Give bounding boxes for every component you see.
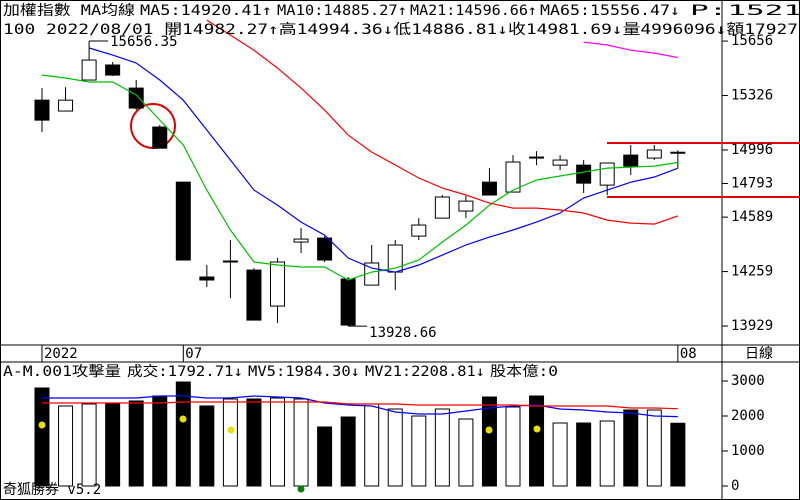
volume-bar [199,405,215,487]
info-text: 股本億:0 [490,364,558,380]
candle-body [576,164,592,184]
volume-bar [270,397,285,487]
candle-body [411,224,427,237]
candle-body [293,238,309,243]
candle-body [481,181,497,196]
y-tick-label: 0 [731,478,739,494]
signal-dot [227,426,235,434]
volume-bar [458,418,474,487]
candle-body [34,99,50,121]
y-tick-label: 14259 [731,264,773,280]
volume-bar [576,422,592,487]
legend-entry: 成交:1792.71↓ [127,363,243,380]
legend-entry: MA21:14596.66↑ [410,3,537,19]
volume-bar [175,381,191,487]
candle-body [222,260,238,263]
footer: 奇狐勝券 v5.2 [3,481,101,498]
ma-line [583,41,679,59]
candle-body [105,64,121,76]
ma-line [42,401,678,410]
x-tick-label: 08 [680,346,697,362]
volume-bar [105,403,121,487]
volume-bar [293,398,309,487]
candle-body [434,196,450,219]
volume-bar [670,422,686,487]
volume-bar [34,387,50,487]
volume-bar [387,408,403,487]
candle-body [599,162,615,186]
volume-bar [128,400,144,487]
volume-bar [317,426,333,487]
legend-entry: MA5:14920.41↑ [140,3,272,19]
candle-body [175,181,191,261]
y-tick-label: 13929 [731,318,773,334]
candle-body [152,126,168,149]
candle-body [552,159,568,166]
y-tick-label: 1000 [731,443,765,459]
annotation: 15656.35 [110,34,177,50]
volume-bar [152,395,168,487]
signal-dot [297,485,305,493]
volume-bar [364,403,380,487]
y-tick-label: 14589 [731,209,773,225]
volume-bar [599,420,615,487]
candle-body [246,269,262,321]
candle-body [670,151,686,154]
volume-bar [434,408,450,487]
legend-entry: MV5:1984.30↓ [248,364,360,380]
annotation: 13928.66 [369,325,436,341]
candle-body [128,87,144,109]
candle-body [58,99,74,112]
ma-line [42,395,678,418]
candle-body [81,59,97,81]
signal-dot [485,426,493,434]
chart-subtitle: 100 2022/08/01 開14982.27↑高14994.36↓低1488… [3,21,798,38]
volume-bar [529,395,545,487]
candle-body [458,200,474,212]
x-tick-label: 07 [185,346,202,362]
volume-bar [81,403,97,487]
signal-dot [38,421,46,429]
candle-body [270,261,285,307]
volume-bar [58,405,74,487]
y-tick-label: 3000 [731,373,765,389]
chart-title: 加權指數 MA均線 [3,3,135,19]
volume-bar [646,409,662,487]
x-tick-label: 2022 [44,346,78,362]
x-axis-label: 日線 [745,346,773,362]
legend-entry: MA65:15556.47↓ [540,3,680,19]
candle-body [340,278,356,326]
volume-bar [411,415,427,487]
signal-dot [533,425,541,433]
y-tick-label: 14793 [731,175,773,191]
signal-dots [38,415,541,493]
y-tick-label: 15656 [731,33,773,49]
candle-body [505,161,521,193]
y-tick-label: 2000 [731,408,765,424]
volume-bar [222,398,238,487]
volume-bar [481,396,497,487]
y-tick-label: 15326 [731,88,773,104]
volume-bar [246,398,262,487]
candle-body [623,154,639,167]
info-text: P:1521 [690,3,800,19]
candle-body [317,237,333,261]
y-tick-label: 14996 [731,142,773,158]
volume-bar [552,422,568,487]
candle-body [646,149,662,159]
volume-bar [505,406,521,487]
chart-title: A-M.001攻擊量 [3,363,121,380]
legend-entry: MA10:14885.27↑ [277,3,407,19]
ma-line [41,74,678,281]
volume-bar [623,409,639,487]
candle-body [529,156,545,159]
legend-entry: MV21:2208.81↓ [365,364,485,380]
volume-bar [340,416,356,487]
candle-body [199,276,215,281]
signal-dot [179,415,187,423]
ma-line [206,19,679,225]
ma-line [88,47,679,273]
